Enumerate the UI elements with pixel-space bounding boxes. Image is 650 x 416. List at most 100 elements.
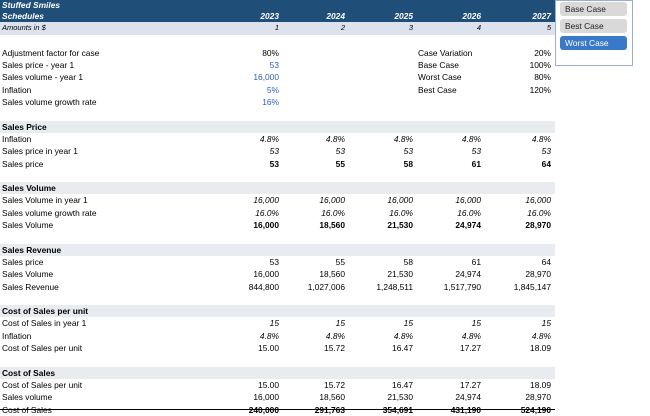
- cell-value[interactable]: 24,974: [455, 269, 481, 280]
- cell-value[interactable]: 1,027,006: [307, 281, 345, 292]
- cell-value[interactable]: 16.0%: [255, 207, 279, 218]
- cell-value[interactable]: 1,248,511: [376, 281, 413, 292]
- cell-value[interactable]: 16.0%: [321, 207, 345, 218]
- cell-value[interactable]: 15.72: [324, 343, 345, 354]
- cell-value[interactable]: 21,530: [387, 220, 413, 231]
- cell-value[interactable]: 53: [269, 60, 279, 71]
- cell-value[interactable]: 1,517,790: [443, 281, 481, 292]
- cell-value[interactable]: 16,000: [253, 392, 279, 403]
- cell-value[interactable]: 58: [403, 256, 413, 267]
- cell-value[interactable]: 64: [541, 158, 551, 169]
- table-row[interactable]: Sales price 53 55 58 61 64: [0, 158, 555, 170]
- assumption-row[interactable]: Sales volume growth rate 16%: [0, 96, 555, 108]
- cell-value[interactable]: 16,000: [455, 195, 481, 206]
- cell-value[interactable]: 58: [403, 158, 413, 169]
- cell-value[interactable]: 53: [269, 158, 279, 169]
- cell-value[interactable]: 4.8%: [259, 330, 279, 341]
- cell-value[interactable]: 21,530: [387, 392, 413, 403]
- cell-value[interactable]: 55: [335, 256, 345, 267]
- assumption-row[interactable]: Adjustment factor for case 80% Case Vari…: [0, 47, 555, 59]
- table-row[interactable]: Sales volume growth rate 16.0% 16.0% 16.0% 1…: [0, 207, 555, 219]
- cell-value[interactable]: 17.27: [460, 379, 481, 390]
- cell-value[interactable]: 4.8%: [531, 133, 551, 144]
- cell-value[interactable]: 18,560: [319, 392, 345, 403]
- scenario-selector[interactable]: Base Case Best Case Worst Case: [555, 0, 633, 66]
- cell-value[interactable]: 53: [403, 146, 413, 157]
- cell-value[interactable]: 28,970: [525, 269, 551, 280]
- cell-value[interactable]: 61: [471, 158, 481, 169]
- cell-value[interactable]: 5%: [266, 84, 279, 95]
- case-variation-value[interactable]: 20%: [534, 47, 551, 58]
- cell-value[interactable]: 18.09: [530, 343, 551, 354]
- table-row[interactable]: Sales price 53 55 58 61 64: [0, 256, 555, 268]
- cell-value[interactable]: 15: [269, 318, 279, 329]
- cell-value[interactable]: 18,560: [319, 269, 345, 280]
- cell-value[interactable]: 15.00: [258, 343, 279, 354]
- cell-value[interactable]: 53: [269, 256, 279, 267]
- cell-value[interactable]: 4.8%: [393, 330, 413, 341]
- table-row[interactable]: Cost of Sales in year 1 15 15 15 15 15: [0, 317, 555, 329]
- cell-value[interactable]: 16,000: [319, 195, 345, 206]
- cell-value[interactable]: 15.00: [258, 379, 279, 390]
- cell-value[interactable]: 24,974: [455, 220, 481, 231]
- table-row[interactable]: Sales price in year 1 53 53 53 53 53: [0, 145, 555, 157]
- cell-value[interactable]: 16.47: [392, 379, 413, 390]
- cell-value[interactable]: 16.0%: [389, 207, 413, 218]
- cell-value[interactable]: 18,560: [319, 220, 345, 231]
- table-row[interactable]: Inflation 4.8% 4.8% 4.8% 4.8% 4.8%: [0, 133, 555, 145]
- cell-value[interactable]: 15: [471, 318, 481, 329]
- cell-value[interactable]: 4.8%: [325, 133, 345, 144]
- table-row[interactable]: Sales Volume 16,000 18,560 21,530 24,974 28,9…: [0, 268, 555, 280]
- cell-value[interactable]: 16,000: [253, 195, 279, 206]
- cell-value[interactable]: 4.8%: [325, 330, 345, 341]
- cell-value[interactable]: 16,000: [525, 195, 551, 206]
- worst-case-value[interactable]: 80%: [534, 72, 551, 83]
- cell-value[interactable]: 53: [541, 146, 551, 157]
- assumption-row[interactable]: Inflation 5% Best Case 120%: [0, 84, 555, 96]
- cell-value[interactable]: 16,000: [253, 220, 279, 231]
- table-row[interactable]: Cost of Sales per unit 15.00 15.72 16.47 17.…: [0, 379, 555, 391]
- cell-value[interactable]: 18.09: [530, 379, 551, 390]
- table-row[interactable]: Sales Volume in year 1 16,000 16,000 16,000…: [0, 194, 555, 206]
- cell-value[interactable]: 4.8%: [461, 330, 481, 341]
- cell-value[interactable]: 1,845,147: [513, 281, 551, 292]
- cell-value[interactable]: 16.0%: [457, 207, 481, 218]
- cell-value[interactable]: 28,970: [525, 220, 551, 231]
- cell-value[interactable]: 4.8%: [531, 330, 551, 341]
- cell-value[interactable]: 16.47: [392, 343, 413, 354]
- cell-value[interactable]: 15: [335, 318, 345, 329]
- best-case-value[interactable]: 120%: [529, 84, 551, 95]
- cell-value[interactable]: 15: [541, 318, 551, 329]
- scenario-option-base-case[interactable]: Base Case: [560, 2, 627, 16]
- cell-value[interactable]: 61: [471, 256, 481, 267]
- assumption-row[interactable]: Sales volume - year 1 16,000 Worst Case …: [0, 71, 555, 83]
- scenario-option-best-case[interactable]: Best Case: [560, 19, 627, 33]
- cell-value[interactable]: 53: [471, 146, 481, 157]
- table-row[interactable]: Sales Volume 16,000 18,560 21,530 24,974 28,9…: [0, 219, 555, 231]
- cell-value[interactable]: 53: [269, 146, 279, 157]
- cell-value[interactable]: 844,800: [248, 281, 279, 292]
- table-row[interactable]: Sales Revenue 844,800 1,027,006 1,248,511 1,…: [0, 281, 555, 293]
- cell-value[interactable]: 4.8%: [393, 133, 413, 144]
- cell-value[interactable]: 16%: [262, 97, 279, 108]
- table-row[interactable]: Cost of Sales per unit 15.00 15.72 16.47 17.…: [0, 342, 555, 354]
- cell-value[interactable]: 28,970: [525, 392, 551, 403]
- cell-value[interactable]: 55: [335, 158, 345, 169]
- scenario-option-worst-case[interactable]: Worst Case: [560, 36, 627, 50]
- cell-value[interactable]: 21,530: [387, 269, 413, 280]
- cell-value[interactable]: 80%: [262, 47, 279, 58]
- table-row[interactable]: Inflation 4.8% 4.8% 4.8% 4.8% 4.8%: [0, 330, 555, 342]
- cell-value[interactable]: 64: [541, 256, 551, 267]
- cell-value[interactable]: 17.27: [460, 343, 481, 354]
- cell-value[interactable]: 15: [403, 318, 413, 329]
- cell-value[interactable]: 16,000: [253, 269, 279, 280]
- cell-value[interactable]: 53: [335, 146, 345, 157]
- cell-value[interactable]: 4.8%: [259, 133, 279, 144]
- base-case-value[interactable]: 100%: [529, 60, 551, 71]
- cell-value[interactable]: 4.8%: [461, 133, 481, 144]
- cell-value[interactable]: 16,000: [387, 195, 413, 206]
- cell-value[interactable]: 16,000: [253, 72, 279, 83]
- cell-value[interactable]: 16.0%: [527, 207, 551, 218]
- table-row[interactable]: Sales volume 16,000 18,560 21,530 24,974 28,9…: [0, 391, 555, 403]
- cell-value[interactable]: 24,974: [455, 392, 481, 403]
